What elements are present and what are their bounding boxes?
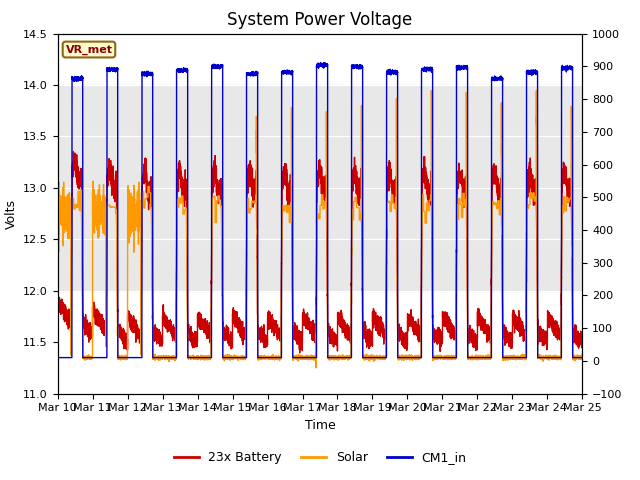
23x Battery bbox=[452, 285, 460, 290]
23x Battery bbox=[54, 303, 61, 309]
Solar bbox=[312, 365, 320, 371]
23x Battery bbox=[557, 325, 564, 331]
X-axis label: Time: Time bbox=[305, 419, 335, 432]
Bar bbox=[58, 85, 582, 291]
Solar bbox=[54, 216, 61, 222]
Line: 23x Battery: 23x Battery bbox=[58, 152, 582, 353]
Solar bbox=[550, 355, 558, 360]
CM1_in bbox=[232, 355, 240, 360]
CM1_in bbox=[452, 355, 460, 360]
CM1_in bbox=[317, 60, 324, 65]
Text: VR_met: VR_met bbox=[65, 44, 113, 55]
Solar bbox=[438, 355, 445, 360]
23x Battery bbox=[302, 322, 310, 327]
Solar bbox=[232, 355, 240, 361]
CM1_in bbox=[437, 355, 445, 360]
23x Battery bbox=[232, 312, 240, 318]
Title: System Power Voltage: System Power Voltage bbox=[227, 11, 413, 29]
CM1_in bbox=[557, 355, 564, 360]
CM1_in bbox=[302, 355, 310, 360]
Line: Solar: Solar bbox=[58, 91, 582, 368]
Solar bbox=[452, 327, 460, 333]
Solar bbox=[579, 356, 586, 361]
23x Battery bbox=[579, 335, 586, 340]
Solar bbox=[557, 354, 564, 360]
Y-axis label: Volts: Volts bbox=[4, 199, 17, 228]
Legend: 23x Battery, Solar, CM1_in: 23x Battery, Solar, CM1_in bbox=[168, 446, 472, 469]
23x Battery bbox=[70, 149, 77, 155]
23x Battery bbox=[296, 350, 303, 356]
23x Battery bbox=[438, 332, 445, 337]
23x Battery bbox=[550, 325, 558, 331]
Line: CM1_in: CM1_in bbox=[58, 62, 582, 358]
CM1_in bbox=[579, 355, 586, 360]
CM1_in bbox=[54, 355, 61, 360]
Solar bbox=[428, 88, 435, 94]
CM1_in bbox=[550, 355, 557, 360]
Solar bbox=[302, 354, 310, 360]
